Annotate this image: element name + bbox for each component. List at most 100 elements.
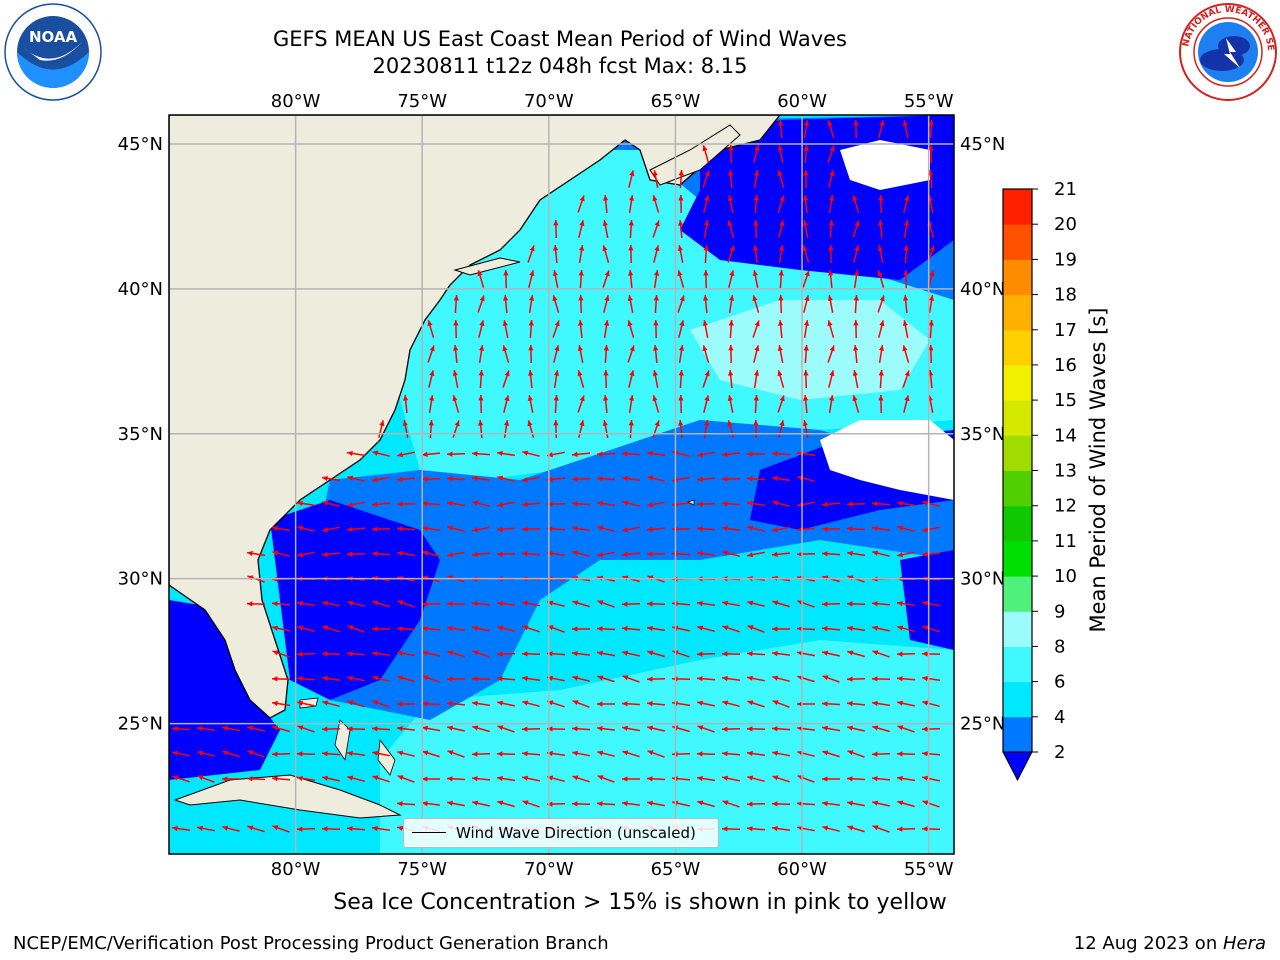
map-fields (169, 115, 954, 854)
wave-direction-arrowhead (572, 801, 578, 807)
wave-direction-arrowhead (222, 776, 228, 782)
lon-tick-label-bottom: 70°W (524, 859, 574, 880)
lon-tick-label-top: 65°W (651, 91, 701, 112)
wave-direction-arrowhead (679, 345, 685, 351)
chart-title: GEFS MEAN US East Coast Mean Period of W… (273, 27, 847, 51)
wave-direction-arrowhead (629, 395, 635, 401)
wave-direction-arrowhead (372, 600, 379, 606)
wave-direction-arrowhead (347, 625, 354, 631)
wave-direction-arrowhead (379, 420, 385, 427)
wave-direction-arrowhead (422, 776, 428, 782)
wave-direction-arrowhead (522, 700, 529, 706)
wave-direction-arrowhead (722, 476, 728, 482)
wave-direction-arrowhead (897, 525, 904, 531)
wave-direction-arrowhead (297, 552, 303, 558)
wave-direction-arrowhead (704, 395, 710, 402)
lat-tick-label-right: 25°N (960, 714, 1005, 735)
legend-label: Wind Wave Direction (unscaled) (456, 824, 696, 842)
wave-direction-arrowhead (322, 625, 329, 631)
wave-direction-arrowhead (772, 600, 779, 606)
colorbar-segment (1003, 576, 1032, 612)
wave-direction-arrowhead (522, 751, 528, 757)
wave-direction-arrowhead (578, 295, 584, 301)
wave-direction-arrowhead (478, 395, 484, 401)
wave-direction-arrowhead (727, 420, 733, 427)
wave-direction-arrowhead (597, 726, 603, 732)
colorbar-segment (1003, 259, 1032, 296)
lat-tick-label-right: 45°N (960, 134, 1005, 155)
wave-direction-arrowhead (347, 502, 353, 508)
lat-tick-label-right: 40°N (960, 279, 1005, 300)
wave-direction-arrowhead (752, 295, 758, 302)
wave-direction-arrowhead (572, 726, 578, 732)
wave-direction-arrowhead (497, 725, 504, 731)
wave-direction-arrowhead (897, 552, 903, 558)
wave-direction-arrowhead (897, 725, 904, 731)
wave-direction-arrowhead (722, 751, 728, 757)
wave-direction-arrowhead (852, 195, 858, 202)
wave-direction-arrowhead (452, 395, 458, 402)
wave-direction-arrowhead (628, 245, 634, 251)
wave-direction-arrowhead (747, 600, 754, 606)
wave-direction-arrowhead (747, 476, 753, 482)
wave-direction-arrowhead (528, 370, 534, 376)
wave-direction-arrowhead (897, 751, 903, 757)
wave-direction-arrowhead (679, 295, 685, 302)
wave-direction-arrowhead (497, 526, 503, 532)
wave-direction-arrowhead (877, 270, 883, 277)
colorbar-segment (1003, 364, 1032, 401)
wave-direction-arrowhead (722, 550, 729, 556)
wave-direction-arrowhead (297, 600, 303, 607)
wave-direction-arrowhead (597, 600, 604, 606)
wave-direction-arrowhead (522, 800, 529, 806)
host-name: Hera (1222, 933, 1266, 954)
wave-direction-arrowhead (872, 650, 879, 656)
wave-direction-arrowhead (722, 826, 728, 832)
wave-direction-arrowhead (802, 220, 808, 226)
wave-direction-arrowhead (629, 195, 635, 201)
colorbar-tick-label: 19 (1054, 249, 1077, 270)
wave-direction-arrowhead (853, 120, 859, 126)
wave-direction-arrowhead (522, 675, 528, 682)
wave-direction-arrowhead (497, 625, 504, 631)
wave-direction-arrowhead (347, 600, 354, 606)
wave-direction-arrowhead (847, 701, 853, 707)
long-island (453, 257, 521, 276)
wave-direction-arrowhead (522, 775, 528, 781)
wave-direction-arrowhead (372, 726, 378, 732)
wave-direction-arrowhead (702, 320, 708, 326)
lat-labels-right: 25°N 30°N 35°N 40°N 45°N (960, 134, 1005, 735)
wave-direction-arrowhead (497, 450, 503, 456)
colorbar-tick-label: 14 (1054, 425, 1077, 446)
wave-direction-arrowhead (322, 651, 328, 657)
wave-direction-arrowhead (677, 245, 683, 251)
wave-direction-arrowhead (878, 195, 884, 201)
wave-direction-arrowhead (397, 501, 403, 507)
nova-scotia (649, 124, 741, 186)
colorbar-segment (1003, 400, 1032, 436)
wave-direction-arrowhead (722, 451, 728, 457)
wave-direction-arrowhead (372, 450, 379, 456)
wave-direction-arrowhead (322, 826, 328, 832)
wave-direction-arrowhead (572, 501, 578, 507)
wave-direction-arrowhead (847, 650, 854, 656)
wave-direction-arrowhead (922, 527, 928, 533)
wave-direction-arrowhead (779, 245, 785, 251)
graticule (169, 115, 954, 854)
wave-direction-arrowhead (754, 370, 760, 376)
wave-direction-arrowhead (602, 420, 608, 426)
wave-direction-arrowhead (772, 475, 778, 481)
wave-direction-arrowhead (652, 395, 658, 402)
wave-direction-arrowhead (703, 270, 709, 276)
wave-direction-arrowhead (622, 551, 628, 557)
wave-direction-arrowhead (597, 675, 604, 681)
wave-direction-arrowhead (653, 320, 659, 326)
wave-direction-arrowhead (804, 120, 810, 126)
wave-direction-arrowhead (778, 320, 784, 326)
wave-direction-arrowhead (747, 525, 754, 531)
wave-direction-arrowhead (272, 550, 279, 556)
wave-direction-arrowhead (922, 651, 928, 657)
wave-direction-arrowhead (772, 451, 778, 457)
wave-direction-arrowhead (454, 420, 460, 427)
